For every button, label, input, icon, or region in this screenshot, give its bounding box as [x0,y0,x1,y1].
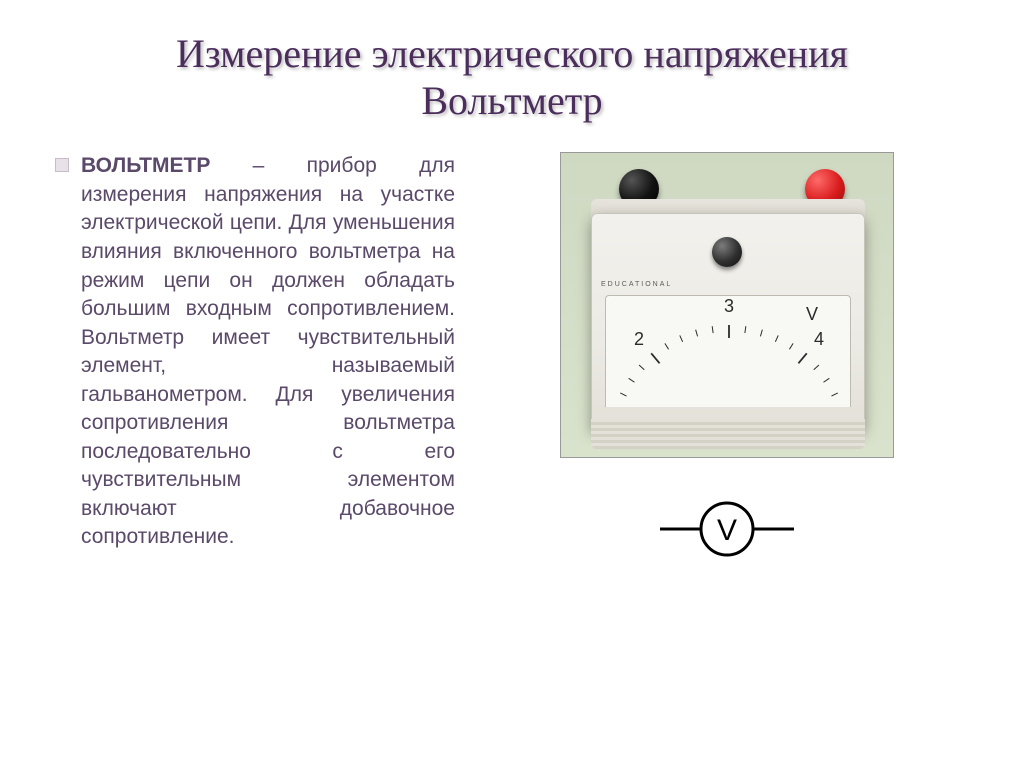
text-column: ВОЛЬТМЕТР – прибор для измерения напряже… [55,152,455,564]
title-line-2: Вольтметр [421,78,602,123]
figure-column: EDUCATIONAL 0123456 V V [485,152,969,564]
symbol-letter: V [717,514,737,547]
unit-label: V [806,304,818,324]
voltmeter-symbol: V [658,494,796,564]
voltmeter-photo: EDUCATIONAL 0123456 V [560,152,894,458]
bullet-icon [55,158,69,172]
content-row: ВОЛЬТМЕТР – прибор для измерения напряже… [55,152,969,564]
definition-paragraph: ВОЛЬТМЕТР – прибор для измерения напряже… [81,152,455,552]
slide: Измерение электрического напряжения Воль… [0,0,1024,767]
scale-svg: 0123456 V [606,296,851,407]
bullet-item: ВОЛЬТМЕТР – прибор для измерения напряже… [55,152,455,552]
term: ВОЛЬТМЕТР [81,154,210,177]
definition-text: – прибор для измерения напряжения на уча… [81,154,455,548]
meter-base [591,419,865,449]
scale-window: 0123456 V [605,295,851,407]
title-line-1: Измерение электрического напряжения [176,31,848,76]
svg-text:4: 4 [814,329,824,349]
svg-text:3: 3 [724,296,734,316]
symbol-svg: V [658,494,796,564]
svg-text:2: 2 [634,329,644,349]
slide-title: Измерение электрического напряжения Воль… [55,30,969,124]
brand-label: EDUCATIONAL [601,281,672,288]
